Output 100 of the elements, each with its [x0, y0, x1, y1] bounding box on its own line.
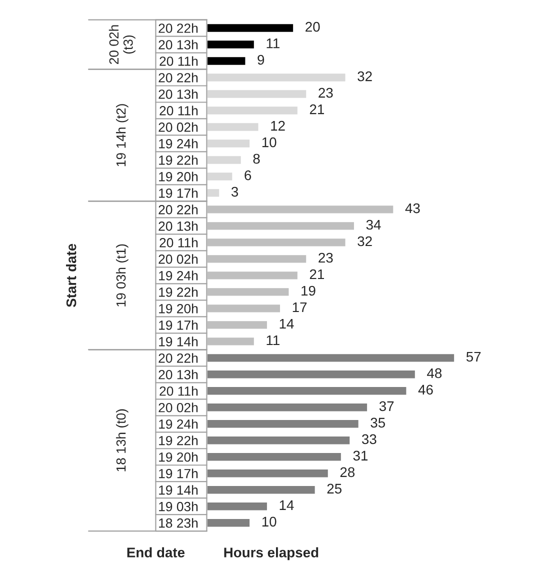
- data-label: 32: [358, 71, 372, 82]
- y-tick-label: 20 13h: [158, 370, 198, 380]
- bar: [206, 270, 299, 281]
- y-tick-label: 19 20h: [159, 304, 198, 314]
- bar: [206, 138, 251, 149]
- bar: [206, 88, 308, 100]
- data-label: 19: [302, 286, 316, 296]
- y-tick-label: 20 22h: [158, 72, 198, 82]
- bar: [206, 468, 330, 479]
- text: 19 03h (t1): [116, 244, 128, 306]
- y-tick-label: 20 11h: [160, 56, 198, 66]
- text: 20 02h (t3): [108, 25, 136, 64]
- y-tick-label: 20 13h: [158, 221, 198, 231]
- data-label: 31: [353, 450, 368, 461]
- y-tick-label: 19 22h: [159, 436, 198, 446]
- y-tick-label: 19 24h: [159, 270, 198, 280]
- y-tick-label: 19 03h: [159, 502, 198, 512]
- y-tick-label: 19 22h: [159, 155, 198, 165]
- y-tick-label: 20 13h: [158, 40, 198, 50]
- y-tick-label: 20 02h: [158, 122, 198, 132]
- bar: [206, 435, 352, 446]
- y-tick-label: 19 14h: [159, 336, 198, 346]
- y-tick-label: 19 22h: [159, 287, 198, 297]
- data-label: 23: [318, 252, 333, 263]
- y-tick-label: 19 17h: [159, 468, 198, 478]
- data-label: 9: [258, 54, 264, 65]
- data-label: 20: [306, 22, 320, 32]
- bar: [206, 171, 234, 182]
- y-tick-label: 19 14h: [159, 485, 198, 495]
- y-tick-label: 19 20h: [159, 452, 198, 462]
- y-tick-label: 19 17h: [159, 188, 198, 198]
- data-label: 21: [310, 269, 324, 280]
- data-label: 12: [271, 120, 285, 131]
- bar: [206, 418, 360, 430]
- data-label: 23: [318, 88, 333, 98]
- y-tick-label: 20 11h: [160, 238, 198, 248]
- data-label: 10: [262, 137, 276, 148]
- data-label: 11: [266, 335, 280, 346]
- bar: [206, 518, 251, 528]
- bar: [206, 254, 308, 264]
- bar: [206, 320, 268, 330]
- text: End date: [127, 547, 185, 558]
- bar: [206, 220, 356, 232]
- data-label: 8: [253, 154, 260, 164]
- bar: [206, 501, 268, 512]
- data-label: 28: [340, 467, 355, 478]
- text: 19 14h (t2): [116, 104, 128, 166]
- bar: [206, 105, 299, 116]
- y-tick-label: 20 02h: [158, 402, 198, 412]
- y-tick-label: 18 23h: [159, 518, 198, 528]
- bar: [206, 369, 416, 380]
- data-label: 14: [280, 318, 294, 329]
- bar: [206, 39, 256, 50]
- y-tick-label: 20 11h: [160, 386, 198, 396]
- bar: [206, 352, 456, 364]
- bar: [206, 336, 256, 347]
- data-label: 57: [466, 352, 481, 362]
- data-label: 34: [366, 220, 381, 230]
- y-tick-label: 20 11h: [160, 106, 198, 116]
- bar: [206, 452, 342, 462]
- data-label: 10: [262, 516, 276, 527]
- bar: [206, 386, 408, 396]
- data-label: 17: [292, 302, 307, 312]
- y-tick-label: 19 20h: [159, 172, 198, 182]
- data-label: 6: [244, 170, 252, 180]
- data-label: 35: [370, 418, 386, 428]
- y-tick-label: 20 22h: [158, 23, 198, 33]
- data-label: 14: [280, 500, 294, 510]
- x-axis-title: Hours elapsed: [224, 547, 318, 560]
- bar: [206, 188, 220, 198]
- data-label: 3: [231, 186, 238, 197]
- y-tick-label: 20 22h: [158, 204, 198, 214]
- bar: [206, 484, 316, 496]
- text: 18 13h (t0): [116, 409, 128, 472]
- data-label: 25: [327, 484, 342, 494]
- data-label: 37: [379, 401, 394, 412]
- data-label: 11: [266, 38, 280, 48]
- bar: [206, 56, 247, 66]
- bar: [206, 22, 294, 34]
- bar: [206, 303, 282, 314]
- bar: [206, 154, 242, 166]
- bar: [206, 286, 290, 298]
- bar: [206, 237, 347, 248]
- y-tick-label: 20 13h: [158, 89, 198, 99]
- y-tick-label: 19 24h: [159, 138, 198, 148]
- y-tick-label: 20 22h: [158, 353, 198, 363]
- text: Start date: [66, 244, 76, 308]
- data-label: 33: [362, 434, 376, 444]
- data-label: 21: [310, 104, 324, 114]
- bar: [206, 204, 395, 215]
- bar: [206, 402, 368, 413]
- bar: [206, 72, 347, 83]
- y-tick-label: 19 24h: [159, 419, 198, 429]
- data-label: 32: [358, 236, 372, 246]
- data-label: 46: [418, 384, 433, 395]
- data-label: 43: [405, 203, 420, 214]
- y-tick-label: 20 02h: [158, 254, 198, 264]
- y-tick-label: 19 17h: [159, 320, 198, 330]
- bar: [206, 122, 260, 132]
- data-label: 48: [427, 368, 442, 378]
